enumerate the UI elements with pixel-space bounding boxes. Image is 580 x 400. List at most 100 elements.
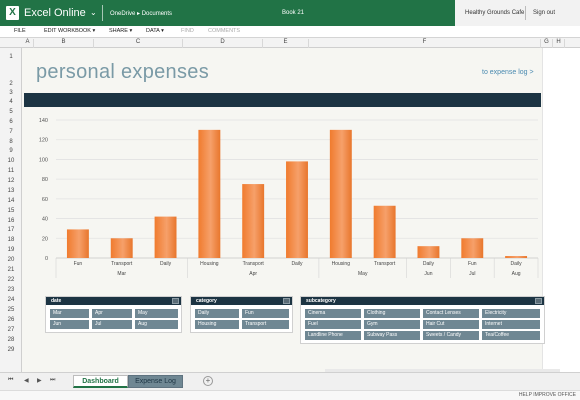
next-sheet-icon[interactable]: ▶ — [37, 377, 42, 384]
row-header[interactable]: 11 — [0, 168, 22, 174]
column-header-a[interactable]: A — [22, 39, 34, 48]
filter-clear-icon[interactable] — [172, 298, 179, 304]
slicer-item[interactable]: Jul — [92, 320, 132, 329]
row-header[interactable]: 18 — [0, 237, 22, 243]
row-header[interactable]: 17 — [0, 227, 22, 233]
row-header[interactable]: 12 — [0, 178, 22, 184]
row-header[interactable]: 6 — [0, 119, 22, 125]
row-header[interactable]: 20 — [0, 257, 22, 263]
filter-clear-icon[interactable] — [283, 298, 290, 304]
row-header[interactable]: 1 — [0, 54, 22, 60]
slicer-item[interactable]: Tea/Coffee — [482, 331, 540, 340]
menu-share[interactable]: SHARE ▾ — [109, 28, 132, 34]
breadcrumb[interactable]: OneDrive ▸ Documents — [110, 10, 172, 17]
slicer-item[interactable]: Contact Lenses — [423, 309, 479, 318]
bar[interactable] — [242, 184, 264, 258]
group-label: May — [358, 271, 368, 277]
slicer-item[interactable]: Housing — [195, 320, 239, 329]
row-header[interactable]: 26 — [0, 317, 22, 323]
slicer-item[interactable]: Hair Cut — [423, 320, 479, 329]
document-title[interactable]: Book 21 — [282, 10, 304, 16]
y-tick-label: 120 — [39, 138, 48, 144]
column-header-d[interactable]: D — [183, 39, 263, 48]
row-header[interactable]: 27 — [0, 327, 22, 333]
row-header[interactable]: 8 — [0, 139, 22, 145]
row-header[interactable]: 10 — [0, 158, 22, 164]
bar[interactable] — [111, 238, 133, 258]
tab-expense-log[interactable]: Expense Log — [128, 375, 183, 388]
menu-data[interactable]: DATA ▾ — [146, 28, 164, 34]
row-header[interactable]: 5 — [0, 109, 22, 115]
slicer-item[interactable]: Sweets / Candy — [423, 331, 479, 340]
slicer-item[interactable]: Daily — [195, 309, 239, 318]
row-header[interactable]: 24 — [0, 297, 22, 303]
menu-file[interactable]: FILE — [14, 28, 26, 34]
slicer-item[interactable]: Transport — [242, 320, 289, 329]
menu-comments[interactable]: COMMENTS — [208, 28, 240, 34]
expense-log-link[interactable]: to expense log > — [482, 69, 534, 76]
column-header-f[interactable]: F — [309, 39, 541, 48]
slicer-item[interactable]: Apr — [92, 309, 132, 318]
slicer-item[interactable]: Subway Pass — [364, 331, 420, 340]
bar[interactable] — [67, 229, 89, 258]
row-header[interactable]: 3 — [0, 90, 22, 96]
bar[interactable] — [505, 256, 527, 258]
chevron-down-icon[interactable]: ⌄ — [90, 8, 97, 17]
bar[interactable] — [286, 161, 308, 258]
row-header[interactable]: 19 — [0, 247, 22, 253]
row-header[interactable]: 15 — [0, 208, 22, 214]
slicer-item[interactable]: Internet — [482, 320, 540, 329]
prev-sheet-icon[interactable]: ◀ — [24, 377, 29, 384]
empty-columns[interactable] — [542, 48, 580, 372]
row-header[interactable]: 29 — [0, 347, 22, 353]
tab-dashboard[interactable]: Dashboard — [73, 375, 128, 388]
row-header[interactable]: 22 — [0, 277, 22, 283]
sign-out-link[interactable]: Sign out — [533, 10, 555, 16]
slicer-item[interactable]: Fuel — [305, 320, 361, 329]
add-sheet-icon[interactable]: + — [203, 376, 213, 386]
column-header-c[interactable]: C — [94, 39, 183, 48]
row-header[interactable]: 28 — [0, 337, 22, 343]
column-header-b[interactable]: B — [34, 39, 94, 48]
column-header-e[interactable]: E — [263, 39, 309, 48]
row-header[interactable]: 7 — [0, 129, 22, 135]
menu-edit-workbook[interactable]: EDIT WORKBOOK ▾ — [44, 28, 95, 34]
expense-bar-chart[interactable]: 0 20 40 60 80 100 120 140 Fun Transport Daily Housi… — [28, 110, 542, 282]
slicer-item[interactable]: May — [135, 309, 178, 318]
row-header[interactable]: 9 — [0, 148, 22, 154]
slicer-item[interactable]: Clothing — [364, 309, 420, 318]
last-sheet-icon[interactable]: ⏭ — [50, 377, 55, 384]
row-header[interactable]: 13 — [0, 188, 22, 194]
row-header[interactable]: 25 — [0, 307, 22, 313]
row-header[interactable]: 2 — [0, 81, 22, 87]
app-name[interactable]: Excel Online — [24, 7, 86, 19]
bar[interactable] — [461, 238, 483, 258]
menu-find[interactable]: FIND — [181, 28, 194, 34]
first-sheet-icon[interactable]: ⏮ — [8, 377, 13, 384]
bar[interactable] — [418, 246, 440, 258]
row-header[interactable]: 4 — [0, 99, 22, 105]
slicer-item[interactable]: Landline Phone — [305, 331, 361, 340]
bar[interactable] — [374, 206, 396, 258]
slicer-item[interactable]: Jun — [50, 320, 89, 329]
column-header-h[interactable]: H — [553, 39, 565, 48]
x-tick-label: Housing — [200, 261, 219, 267]
bar[interactable] — [330, 130, 352, 258]
user-name[interactable]: Healthy Grounds Cafe — [465, 10, 524, 16]
bar[interactable] — [155, 217, 177, 258]
help-improve-office-link[interactable]: HELP IMPROVE OFFICE — [519, 392, 576, 398]
slicer-item[interactable]: Mar — [50, 309, 89, 318]
slicer-item[interactable]: Electricity — [482, 309, 540, 318]
row-header[interactable]: 23 — [0, 287, 22, 293]
row-header[interactable]: 16 — [0, 218, 22, 224]
slicer-item[interactable]: Cinema — [305, 309, 361, 318]
excel-logo-icon[interactable]: X — [6, 6, 19, 20]
slicer-item[interactable]: Fun — [242, 309, 289, 318]
filter-clear-icon[interactable] — [535, 298, 542, 304]
slicer-item[interactable]: Aug — [135, 320, 178, 329]
row-header[interactable]: 14 — [0, 198, 22, 204]
column-header-g[interactable]: G — [541, 39, 553, 48]
slicer-item[interactable]: Gym — [364, 320, 420, 329]
bar[interactable] — [198, 130, 220, 258]
row-header[interactable]: 21 — [0, 267, 22, 273]
